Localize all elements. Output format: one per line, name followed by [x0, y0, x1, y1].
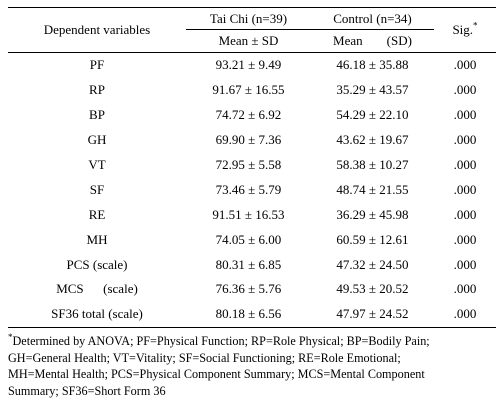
- header-significance: Sig.*: [434, 7, 496, 53]
- footnote-text: Determined by ANOVA; PF=Physical Functio…: [12, 334, 430, 348]
- table-row: VT 72.95 ± 5.58 58.38 ± 10.27 .000: [8, 153, 496, 178]
- cell-variable: PF: [89, 57, 105, 73]
- cell-taichi: 69.90 ± 7.36: [215, 132, 282, 148]
- cell-control: 46.18 ± 35.88: [336, 57, 409, 73]
- cell-variable: RE: [88, 206, 106, 222]
- cell-sig: .000: [434, 301, 496, 328]
- table-row: SF36 total (scale) 80.18 ± 6.56 47.97 ± 24…: [8, 301, 496, 328]
- footnote-line: MH=Mental Health; PCS=Physical Component…: [8, 366, 496, 383]
- subheader-taichi-label: Mean ± SD: [218, 33, 279, 48]
- cell-variable: PCS (scale): [66, 256, 128, 272]
- table-row: SF 73.46 ± 5.79 48.74 ± 21.55 .000: [8, 177, 496, 202]
- footnote-line: Summary; SF36=Short Form 36: [8, 383, 496, 400]
- footnote-text: GH=General Health; VT=Vitality; SF=Socia…: [8, 350, 401, 365]
- cell-taichi: 93.21 ± 9.49: [215, 57, 282, 73]
- cell-control: 54.29 ± 22.10: [336, 107, 409, 123]
- cell-variable: MCS (scale): [56, 281, 138, 297]
- header-dependent-variables: Dependent variables: [8, 7, 186, 53]
- footnote-line: *Determined by ANOVA; PF=Physical Functi…: [8, 331, 496, 350]
- cell-variable: VT: [88, 157, 106, 172]
- cell-sig: .000: [453, 256, 477, 272]
- cell-sig: .000: [453, 107, 477, 123]
- cell-sig: .000: [453, 132, 477, 148]
- cell-taichi: 80.31 ± 6.85: [215, 256, 282, 272]
- cell-variable: SF: [89, 181, 105, 197]
- cell-sig: .000: [453, 82, 477, 98]
- cell-taichi: 76.36 ± 5.76: [215, 281, 282, 297]
- subheader-control-mean: Mean: [333, 33, 363, 48]
- subheader-taichi: Mean ± SD: [186, 29, 311, 53]
- table-row: RE 91.51 ± 16.53 36.29 ± 45.98 .000: [8, 202, 496, 227]
- cell-taichi: 73.46 ± 5.79: [215, 181, 282, 197]
- cell-control: 49.53 ± 20.52: [336, 281, 409, 297]
- table-footnote: *Determined by ANOVA; PF=Physical Functi…: [8, 331, 496, 400]
- header-sig-label: Sig.: [452, 22, 474, 37]
- cell-variable: GH: [87, 132, 107, 148]
- header-control-label: Control (n=34): [333, 10, 412, 26]
- cell-taichi: 72.95 ± 5.58: [215, 157, 282, 172]
- table-row: BP 74.72 ± 6.92 54.29 ± 22.10 .000: [8, 103, 496, 128]
- cell-taichi: 91.67 ± 16.55: [212, 82, 285, 98]
- footnote-marker: *: [8, 331, 13, 342]
- header-taichi-label: Tai Chi (n=39): [209, 10, 288, 26]
- cell-control: 58.38 ± 10.27: [336, 157, 409, 172]
- subheader-control-sd: (SD): [386, 33, 412, 48]
- cell-sig: .000: [453, 281, 477, 297]
- results-table-container: Dependent variables Tai Chi (n=39) Contr…: [8, 7, 496, 328]
- table-row: MCS (scale) 76.36 ± 5.76 49.53 ± 20.52 .000: [8, 277, 496, 302]
- footnote-text: Summary; SF36=Short Form 36: [8, 383, 166, 398]
- footnote-line: GH=General Health; VT=Vitality; SF=Socia…: [8, 350, 496, 367]
- cell-sig: .000: [453, 231, 477, 247]
- cell-sig: .000: [453, 206, 477, 222]
- table-body: PF 93.21 ± 9.49 46.18 ± 35.88 .000 RP 91.67 ±…: [8, 53, 496, 328]
- table-row: RP 91.67 ± 16.55 35.29 ± 43.57 .000: [8, 78, 496, 103]
- cell-control: 48.74 ± 21.55: [336, 181, 409, 197]
- table-row: MH 74.05 ± 6.00 60.59 ± 12.61 .000: [8, 227, 496, 252]
- cell-variable: SF36 total (scale): [8, 301, 186, 328]
- cell-taichi: 91.51 ± 16.53: [212, 206, 285, 222]
- header-taichi-group: Tai Chi (n=39): [186, 7, 311, 30]
- cell-sig: .000: [453, 57, 477, 73]
- cell-control: 60.59 ± 12.61: [336, 231, 409, 247]
- cell-control: 43.62 ± 19.67: [336, 132, 409, 148]
- cell-sig: .000: [453, 181, 477, 197]
- cell-control: 35.29 ± 43.57: [336, 82, 409, 98]
- header-control-group: Control (n=34): [311, 7, 434, 30]
- footnote-text: MH=Mental Health; PCS=Physical Component…: [8, 367, 425, 381]
- cell-variable: MH: [86, 231, 108, 247]
- results-table: Dependent variables Tai Chi (n=39) Contr…: [8, 7, 496, 328]
- table-row: PCS (scale) 80.31 ± 6.85 47.32 ± 24.50 .000: [8, 252, 496, 277]
- cell-taichi: 74.72 ± 6.92: [215, 107, 282, 123]
- cell-control: 47.97 ± 24.52: [311, 301, 434, 328]
- cell-variable: BP: [89, 107, 105, 123]
- header-dependent-label: Dependent variables: [43, 22, 151, 37]
- table-row: PF 93.21 ± 9.49 46.18 ± 35.88 .000: [8, 53, 496, 78]
- cell-variable: RP: [89, 82, 105, 98]
- header-sig-marker: *: [473, 20, 478, 31]
- cell-sig: .000: [453, 157, 477, 172]
- cell-control: 47.32 ± 24.50: [336, 256, 409, 272]
- cell-taichi: 80.18 ± 6.56: [186, 301, 311, 328]
- table-row: GH 69.90 ± 7.36 43.62 ± 19.67 .000: [8, 128, 496, 153]
- subheader-control: Mean (SD): [311, 29, 434, 53]
- cell-taichi: 74.05 ± 6.00: [215, 231, 282, 247]
- cell-control: 36.29 ± 45.98: [336, 206, 409, 222]
